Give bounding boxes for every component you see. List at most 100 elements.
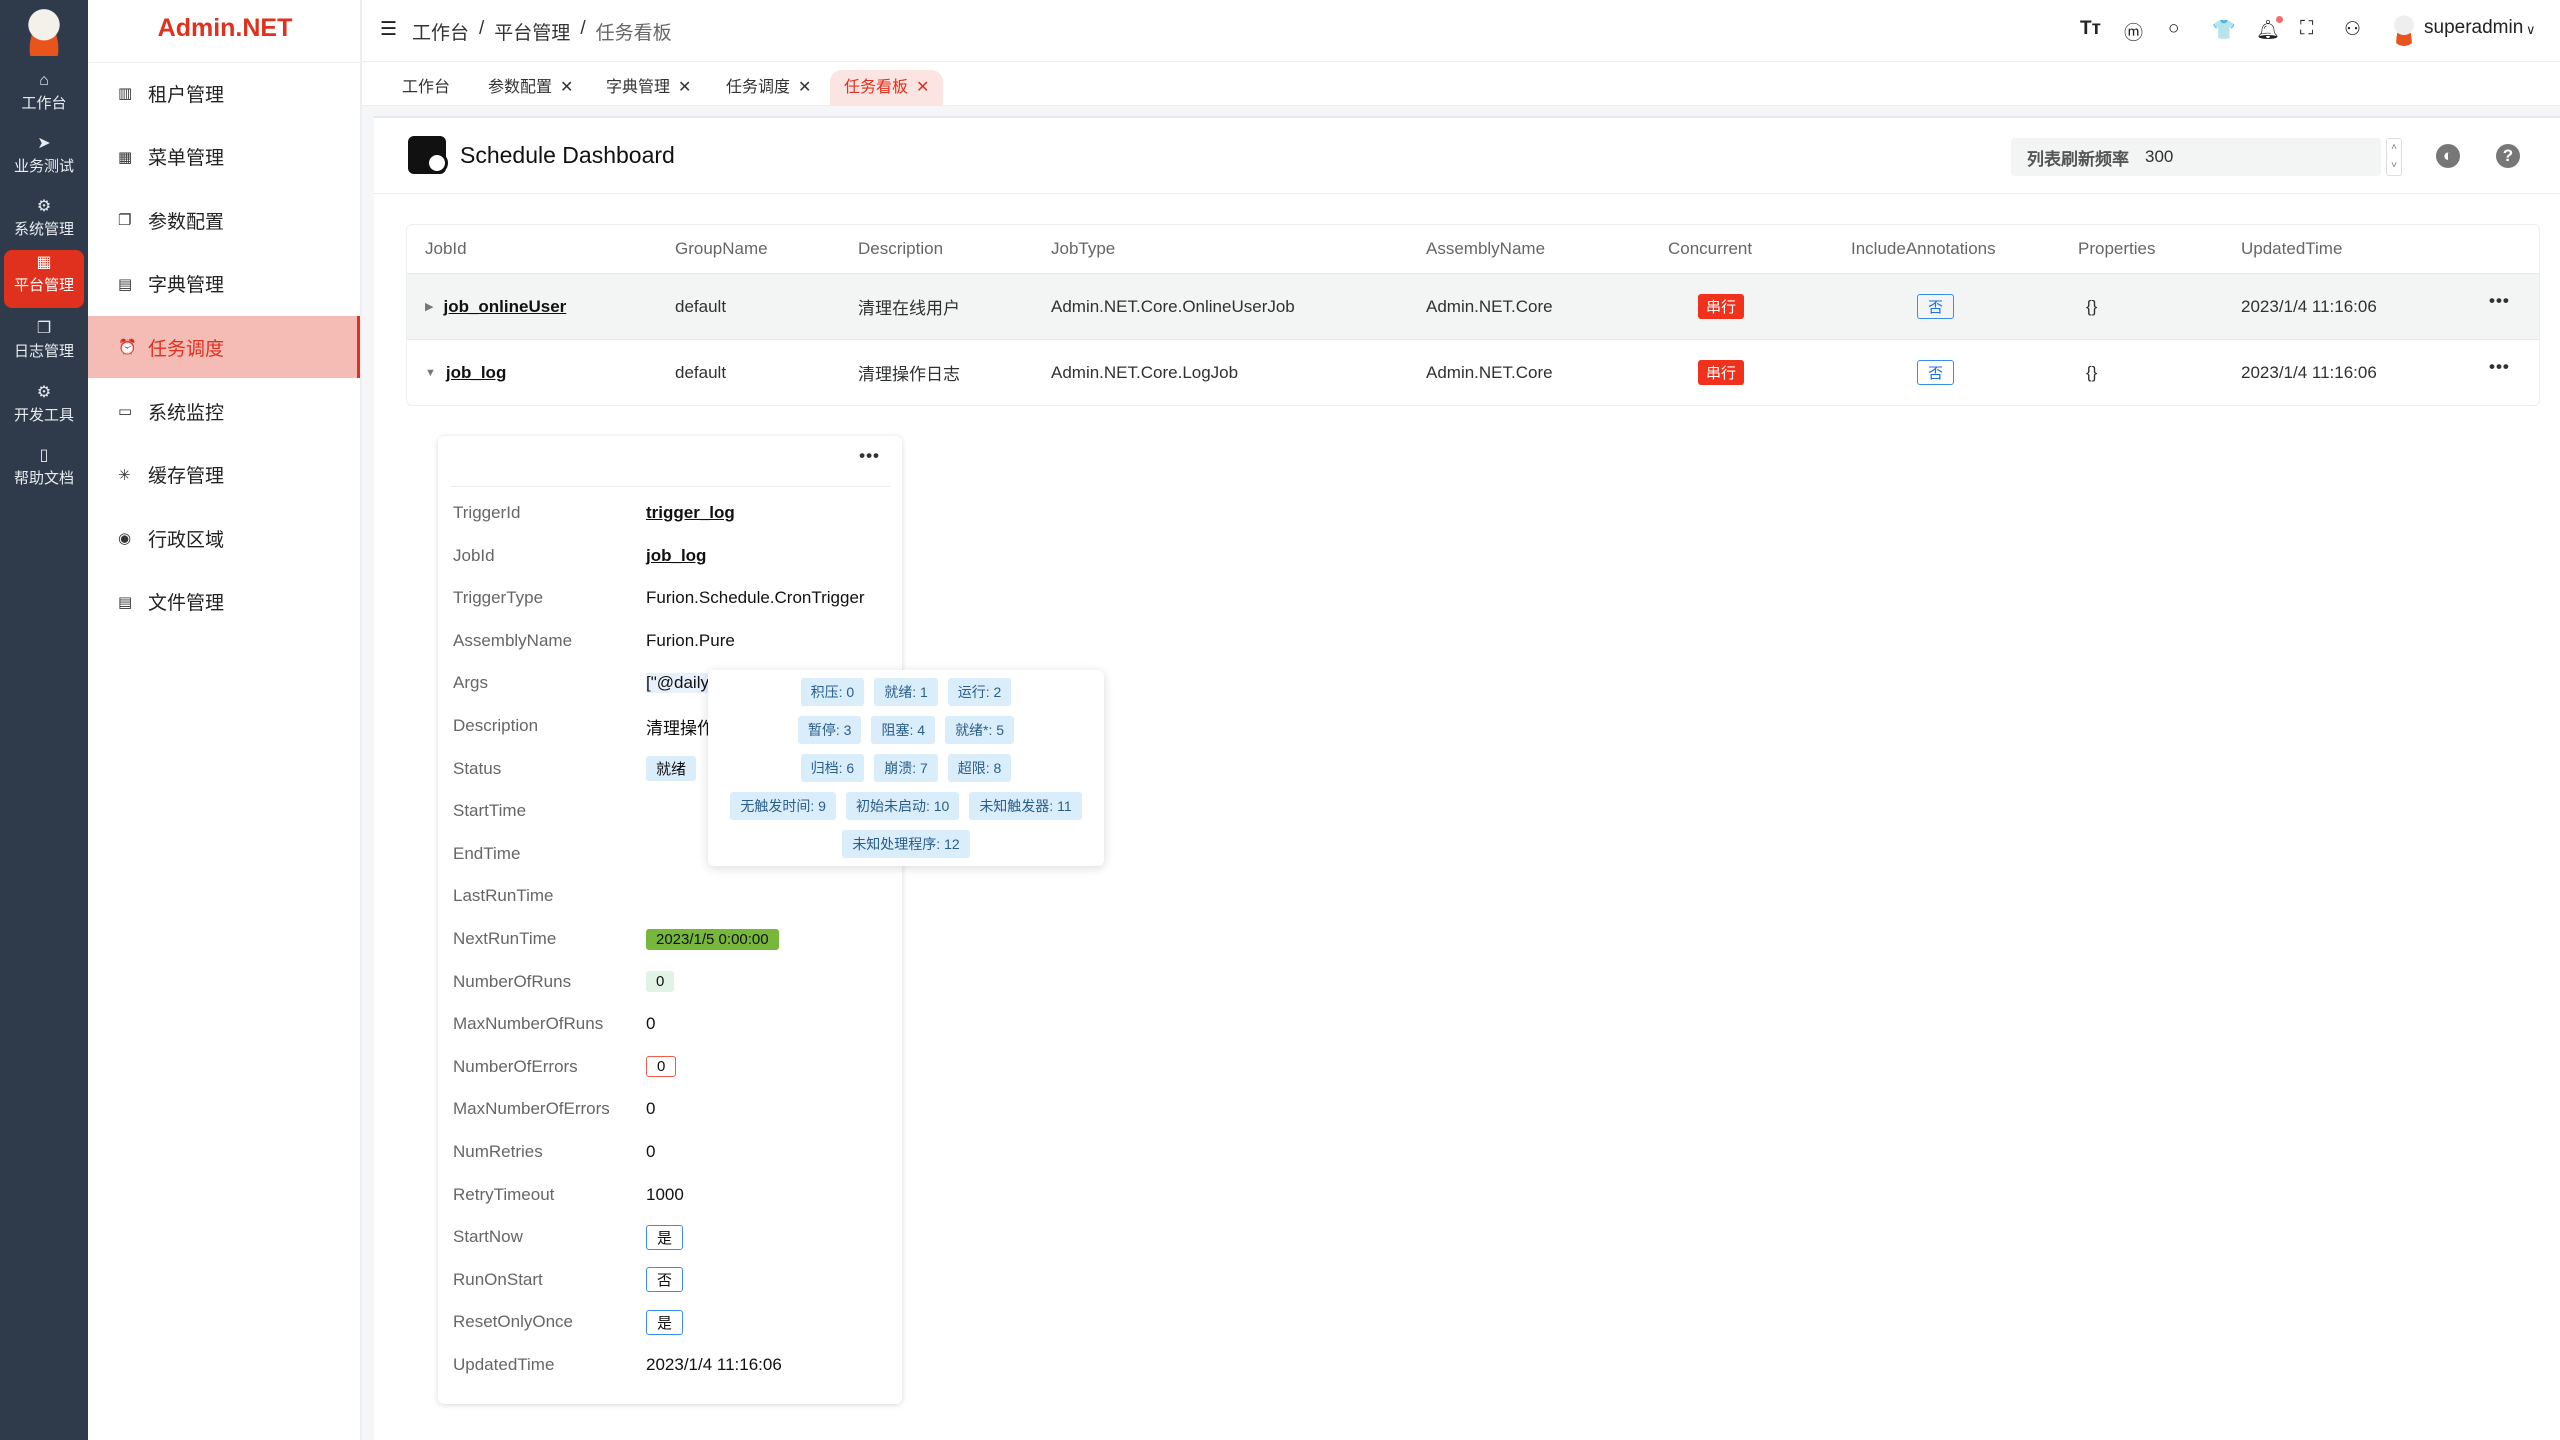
sidebar-item-5[interactable]: ▭ 系统监控 xyxy=(88,380,360,442)
field-value: 就绪 xyxy=(646,756,697,782)
more-icon[interactable]: ••• xyxy=(2489,290,2510,310)
field-label: ResetOnlyOnce xyxy=(453,1312,573,1332)
field-value: 0 xyxy=(646,1099,656,1119)
field-label: NumberOfErrors xyxy=(453,1056,578,1076)
job-id-link[interactable]: job_log xyxy=(445,362,507,382)
field-label: TriggerType xyxy=(453,588,544,608)
rail-item-5[interactable]: ⚙ 开发工具 xyxy=(4,380,84,438)
sidebar-item-label: 租户管理 xyxy=(148,84,225,106)
rail-item-4[interactable]: ❐ 日志管理 xyxy=(4,316,84,374)
close-icon[interactable]: ✕ xyxy=(916,79,930,96)
cell-assembly: Admin.NET.Core xyxy=(1426,362,1553,382)
rail-item-0[interactable]: ⌂ 工作台 xyxy=(4,68,84,126)
cell-group: default xyxy=(675,296,727,316)
column-header[interactable]: GroupName xyxy=(675,239,768,258)
bell-icon[interactable]: 🔔︎ xyxy=(2256,16,2284,42)
refresh-frequency-stepper[interactable]: ˄ ˅ xyxy=(2386,138,2402,176)
menu-collapse-icon[interactable]: ☰ xyxy=(380,19,398,40)
theme-shirt-icon[interactable]: 👕 xyxy=(2212,20,2236,41)
tab-3[interactable]: 任务调度 ✕ xyxy=(712,70,825,106)
sidebar-item-8[interactable]: ▤ 文件管理 xyxy=(88,571,360,633)
cell-group: default xyxy=(675,362,727,382)
column-header[interactable]: Description xyxy=(858,239,944,258)
cell-desc: 清理操作日志 xyxy=(858,365,960,384)
sidebar-item-4[interactable]: ⏰ 任务调度 xyxy=(88,316,360,379)
field-value: 0 xyxy=(646,1142,656,1161)
font-size-icon[interactable]: Tт xyxy=(2080,18,2101,39)
close-icon[interactable]: ✕ xyxy=(560,79,574,96)
rail-item-6[interactable]: ▯ 帮助文档 xyxy=(4,443,84,501)
breadcrumb-item[interactable]: 工作台 xyxy=(412,23,470,44)
status-legend-item: 未知触发器: 11 xyxy=(969,792,1082,820)
status-legend-item: 暂停: 3 xyxy=(797,716,862,744)
annotations-badge: 否 xyxy=(1917,360,1955,385)
table-row[interactable]: ▼ job_log default 清理操作日志 Admin.NET.Core.LogJ… xyxy=(407,339,2539,405)
sidebar-item-0[interactable]: ▥ 租户管理 xyxy=(88,62,360,124)
rail-item-label: 日志管理 xyxy=(13,343,74,360)
username[interactable]: superadmin xyxy=(2424,17,2524,38)
tab-2[interactable]: 字典管理 ✕ xyxy=(592,70,705,106)
user-icon[interactable]: ⚇ xyxy=(2344,19,2362,40)
sidebar-item-2[interactable]: ❐ 参数配置 xyxy=(88,189,360,251)
breadcrumb-item[interactable]: 平台管理 xyxy=(494,23,571,44)
field-value: ["@daily xyxy=(646,673,709,694)
breadcrumb-item: 任务看板 xyxy=(595,23,672,44)
status-legend-item: 未知处理程序: 12 xyxy=(842,830,970,858)
column-header[interactable]: AssemblyName xyxy=(1426,239,1546,258)
rail-item-label: 工作台 xyxy=(21,95,67,112)
field-value: 清理操作 xyxy=(646,718,714,738)
field-value: 1000 xyxy=(646,1184,684,1204)
trigger-detail-card: ••• TriggerId trigger_log JobId job_log Trig… xyxy=(438,436,902,1404)
language-icon[interactable]: ⓜ xyxy=(2124,23,2144,44)
tab-1[interactable]: 参数配置 ✕ xyxy=(474,70,587,106)
sidebar-item-6[interactable]: ✳ 缓存管理 xyxy=(88,444,360,506)
tab-0[interactable]: 工作台 xyxy=(388,70,464,106)
rail-item-1[interactable]: ➤ 业务测试 xyxy=(4,131,84,189)
sidebar-item-3[interactable]: ▤ 字典管理 xyxy=(88,253,360,315)
trigger-field-RunOnStart: RunOnStart 否 xyxy=(453,1265,684,1295)
refresh-frequency-value[interactable]: 300 xyxy=(2145,147,2174,166)
rail-item-3[interactable]: ▦ 平台管理 xyxy=(4,250,84,308)
building-icon: ▥ xyxy=(118,85,133,102)
tab-4[interactable]: 任务看板 ✕ xyxy=(830,70,944,106)
caret-right-icon[interactable]: ▶ xyxy=(425,301,434,313)
column-header[interactable]: IncludeAnnotations xyxy=(1851,239,1996,258)
column-header[interactable]: JobType xyxy=(1051,239,1116,258)
trigger-field-TriggerType: TriggerType Furion.Schedule.CronTrigger xyxy=(453,583,865,613)
column-header[interactable]: UpdatedTime xyxy=(2241,239,2343,258)
chevron-down-icon[interactable]: ∨ xyxy=(2526,22,2536,37)
user-avatar[interactable] xyxy=(2392,14,2416,46)
status-legend-row: 积压: 0 就绪: 1 运行: 2 xyxy=(800,678,1012,706)
fullscreen-icon[interactable]: ⛶ xyxy=(2300,18,2314,39)
document-icon: ▤ xyxy=(118,593,133,611)
column-header[interactable]: Concurrent xyxy=(1668,239,1753,258)
job-id-link[interactable]: job_onlineUser xyxy=(443,296,567,316)
help-icon[interactable]: ? xyxy=(2496,144,2520,168)
refresh-frequency-input[interactable]: 列表刷新频率 300 xyxy=(2011,138,2381,176)
rail-item-label: 开发工具 xyxy=(13,407,74,424)
dark-mode-moon-icon[interactable]: ◐ xyxy=(2436,144,2460,168)
column-header[interactable]: Properties xyxy=(2078,239,2156,258)
field-label: RunOnStart xyxy=(453,1269,543,1289)
field-value[interactable]: trigger_log xyxy=(646,503,735,522)
sidebar-item-7[interactable]: ◉ 行政区域 xyxy=(88,507,360,569)
column-header[interactable]: JobId xyxy=(425,239,467,258)
field-value: 是 xyxy=(646,1224,684,1250)
cell-desc: 清理在线用户 xyxy=(858,299,960,318)
grid-icon: ▦ xyxy=(118,148,133,166)
more-icon[interactable]: ••• xyxy=(2489,356,2510,376)
more-icon[interactable]: ••• xyxy=(859,446,880,465)
caret-down-icon[interactable]: ▼ xyxy=(425,366,436,379)
field-value[interactable]: job_log xyxy=(646,545,707,565)
close-icon[interactable]: ✕ xyxy=(798,79,812,96)
cell-properties: {} xyxy=(2086,362,2098,382)
search-icon[interactable]: ○ xyxy=(2168,18,2180,39)
sidebar-item-1[interactable]: ▦ 菜单管理 xyxy=(88,126,360,188)
loading-icon: ✳ xyxy=(118,466,131,484)
table-row[interactable]: ▶ job_onlineUser default 清理在线用户 Admin.NET.Co… xyxy=(407,273,2539,339)
trigger-field-StartNow: StartNow 是 xyxy=(453,1222,684,1252)
tab-label: 工作台 xyxy=(402,79,451,96)
close-icon[interactable]: ✕ xyxy=(678,79,692,96)
status-legend-row: 暂停: 3 阻塞: 4 就绪*: 5 xyxy=(797,716,1015,744)
rail-item-2[interactable]: ⚙ 系统管理 xyxy=(4,194,84,252)
